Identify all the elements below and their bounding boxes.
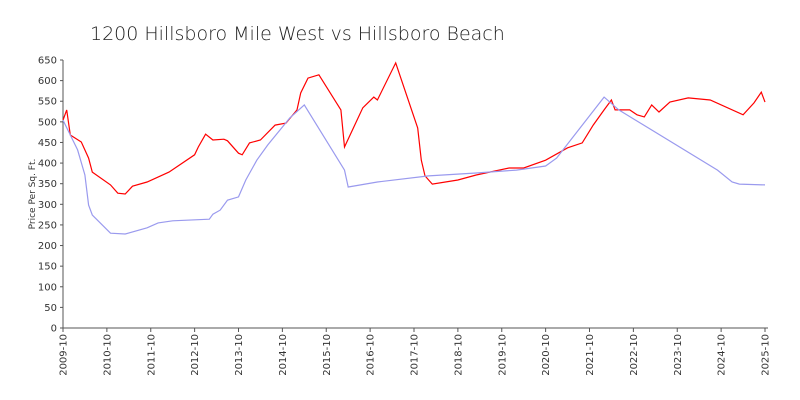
x-tick-label: 2012-10 <box>190 334 201 376</box>
x-tick-label: 2019-10 <box>497 334 508 376</box>
y-tick-label: 350 <box>38 179 57 190</box>
y-tick-label: 0 <box>51 324 57 335</box>
y-tick-label: 600 <box>38 76 57 87</box>
x-tick-label: 2017-10 <box>410 334 421 376</box>
y-tick-label: 400 <box>38 159 57 170</box>
x-tick-label: 2010-10 <box>102 334 113 376</box>
x-tick-label: 2015-10 <box>322 334 333 376</box>
x-tick-label: 2023-10 <box>673 334 684 376</box>
x-tick-label: 2011-10 <box>146 334 157 376</box>
chart-title: 1200 Hillsboro Mile West vs Hillsboro Be… <box>90 23 505 45</box>
y-tick-label: 200 <box>38 241 57 252</box>
x-tick-label: 2025-10 <box>761 334 772 376</box>
y-tick-label: 50 <box>44 303 57 314</box>
y-tick-label: 500 <box>38 117 57 128</box>
x-tick-label: 2021-10 <box>585 334 596 376</box>
y-tick-label: 650 <box>38 56 57 67</box>
x-tick-label: 2020-10 <box>541 334 552 376</box>
x-tick-label: 2014-10 <box>278 334 289 376</box>
x-tick-label: 2024-10 <box>717 334 728 376</box>
x-tick-label: 2022-10 <box>629 334 640 376</box>
y-tick-label: 300 <box>38 200 57 211</box>
y-tick-label: 550 <box>38 97 57 108</box>
y-tick-label: 450 <box>38 138 57 149</box>
x-tick-label: 2018-10 <box>453 334 464 376</box>
series-line <box>62 96 766 235</box>
y-tick-label: 100 <box>38 282 57 293</box>
y-tick-label: 150 <box>38 262 57 273</box>
y-tick-label: 250 <box>38 220 57 231</box>
x-tick-label: 2009-10 <box>59 334 70 376</box>
x-tick-label: 2013-10 <box>234 334 245 376</box>
x-tick-label: 2016-10 <box>366 334 377 376</box>
y-axis-label: Price Per Sq. Ft. <box>28 159 38 230</box>
series-line <box>62 61 766 195</box>
